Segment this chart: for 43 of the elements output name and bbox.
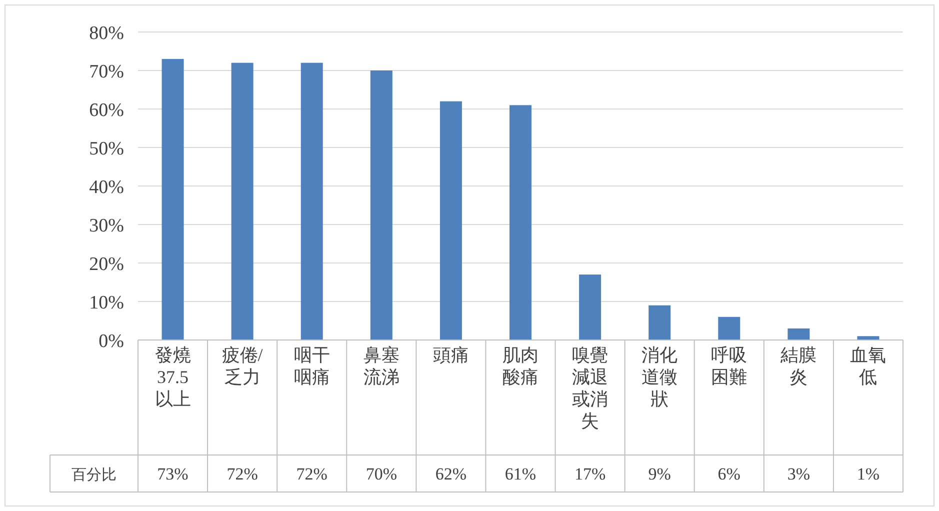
bar [231, 62, 254, 340]
bar [857, 336, 880, 340]
bar [579, 274, 602, 340]
data-label: 70% [366, 464, 397, 484]
x-tick-label: 發燒37.5以上 [154, 344, 192, 410]
x-tick-label: 肌肉酸痛 [501, 344, 540, 388]
bar [370, 70, 392, 340]
x-tick-label: 消化道徵狀 [640, 344, 679, 410]
y-tick-label: 80% [89, 23, 124, 44]
data-label: 3% [787, 464, 810, 484]
data-label: 6% [718, 464, 740, 484]
y-tick-label: 50% [89, 138, 124, 160]
data-label: 72% [226, 464, 258, 484]
y-tick-label: 60% [89, 100, 124, 121]
data-label: 73% [157, 464, 188, 484]
y-tick-label: 0% [98, 331, 124, 352]
x-tick-label: 咽干咽痛 [292, 344, 331, 388]
text: 百分比 [72, 466, 116, 484]
x-tick-label: 血氧低 [849, 344, 888, 388]
data-label: 17% [574, 464, 606, 484]
bar [300, 62, 323, 340]
y-tick-label: 40% [89, 177, 124, 198]
x-tick-label: 鼻塞流涕 [362, 344, 400, 388]
data-label: 9% [648, 464, 671, 484]
data-label: 1% [856, 464, 880, 484]
bar [718, 316, 740, 340]
bar [440, 101, 462, 340]
x-tick-label: 結膜炎 [780, 344, 818, 388]
x-tick-label: 疲倦/乏力 [220, 344, 264, 388]
data-label: 72% [296, 464, 328, 484]
bar [510, 105, 532, 340]
bar [162, 58, 184, 340]
data-label: 61% [504, 464, 536, 484]
y-tick-label: 10% [89, 292, 124, 314]
y-tick-label: 30% [89, 216, 124, 236]
bar [788, 328, 810, 340]
bar [648, 305, 671, 340]
x-tick-label: 頭痛 [432, 344, 470, 366]
y-tick-label: 20% [89, 254, 124, 275]
x-tick-label: 嗅覺減退或消失 [571, 344, 610, 432]
x-tick-label: 呼吸困難 [710, 344, 748, 388]
data-label: 62% [435, 464, 467, 484]
y-tick-label: 70% [89, 62, 124, 82]
